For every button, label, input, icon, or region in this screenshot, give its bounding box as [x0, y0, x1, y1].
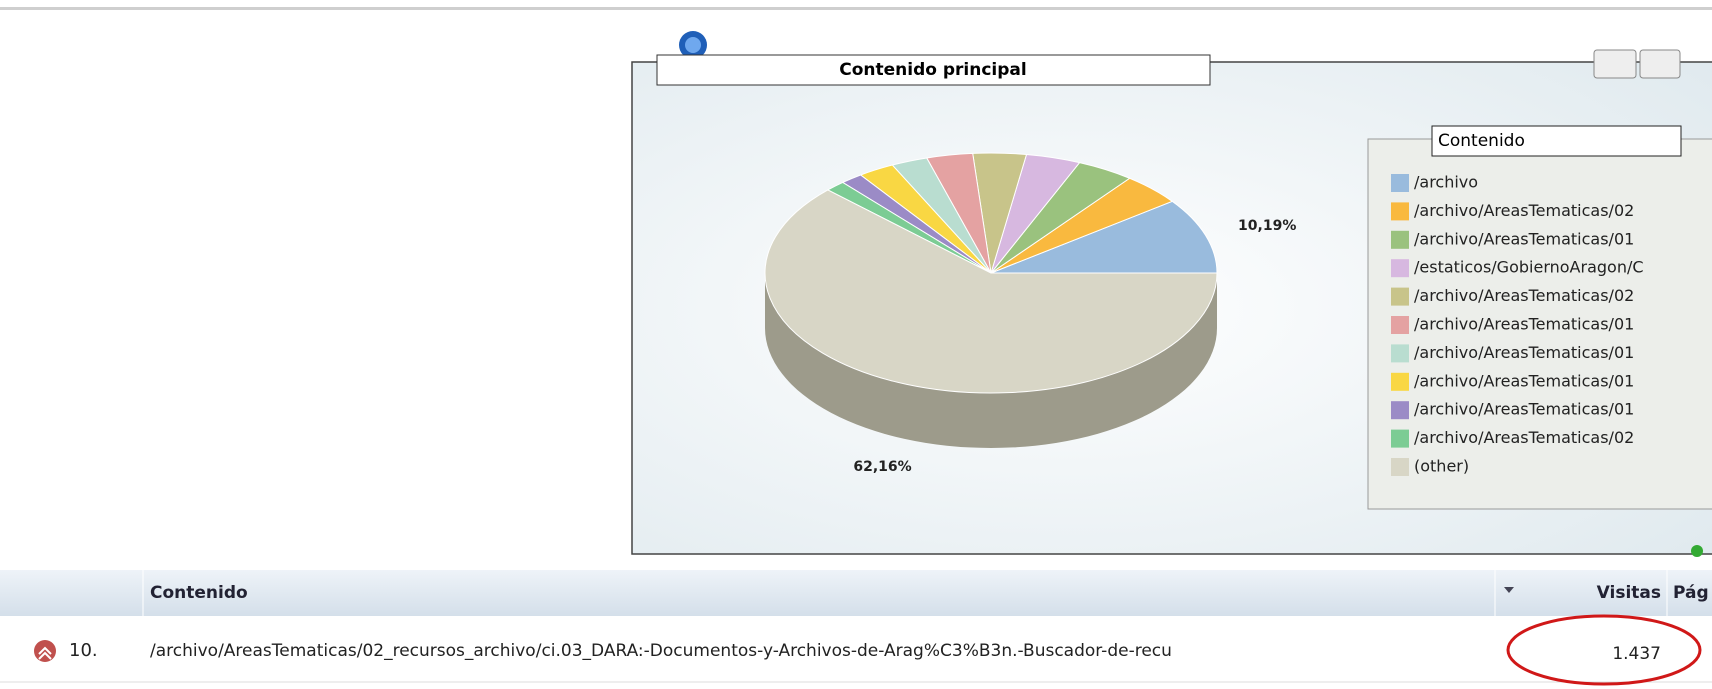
sort-arrow[interactable]: [1504, 587, 1514, 593]
legend-swatch: [1391, 458, 1409, 476]
legend-swatch: [1391, 401, 1409, 420]
legend-swatch: [1391, 316, 1409, 334]
highlight-ellipse: [1506, 614, 1702, 686]
table-row: [0, 620, 1712, 682]
legend-label: /archivo/AreasTematicas/01: [1414, 343, 1634, 362]
table-view-button[interactable]: [1639, 49, 1681, 79]
row-visitas: 1.437: [1612, 644, 1661, 664]
expand-icon[interactable]: [34, 640, 56, 662]
table-header: [0, 570, 1712, 616]
legend-swatch: [1391, 230, 1409, 249]
pie-side: [765, 273, 1217, 448]
chart-title: Contenido principal: [839, 60, 1026, 80]
legend-title: Contenido: [1438, 131, 1525, 151]
status-dot: [1691, 545, 1703, 557]
legend-label: /archivo/AreasTematicas/02: [1414, 286, 1634, 305]
pie-view-button[interactable]: [1593, 49, 1637, 79]
top-rule: [0, 7, 1712, 10]
legend-label: /archivo/AreasTematicas/02: [1414, 428, 1634, 447]
header-paginas[interactable]: Pág: [1673, 583, 1709, 603]
legend-swatch: [1391, 259, 1409, 278]
row-path[interactable]: /archivo/AreasTematicas/02_recursos_arch…: [150, 641, 1172, 661]
legend: /archivo/archivo/AreasTematicas/02/archi…: [1391, 173, 1644, 476]
data-label: 62,16%: [853, 459, 911, 475]
burst-icon: [679, 31, 707, 59]
header-contenido[interactable]: Contenido: [150, 583, 248, 603]
pie-slice: [990, 200, 1218, 274]
pie-slice: [764, 189, 1218, 394]
legend-swatch: [1391, 429, 1409, 448]
legend-title-box: [1431, 125, 1682, 157]
legend-label: /archivo/AreasTematicas/01: [1414, 315, 1634, 334]
title-box: [656, 54, 1211, 86]
legend-label: /archivo: [1414, 173, 1478, 192]
row-rank: 10.: [69, 640, 98, 661]
legend-swatch: [1391, 372, 1409, 391]
legend-swatch: [1391, 287, 1409, 306]
legend-box: [1367, 138, 1712, 510]
legend-label: (other): [1414, 457, 1469, 476]
legend-label: /archivo/AreasTematicas/02: [1414, 201, 1634, 220]
legend-swatch: [1391, 174, 1409, 192]
legend-label: /archivo/AreasTematicas/01: [1414, 229, 1634, 248]
header-visitas[interactable]: Visitas: [1597, 583, 1661, 603]
legend-swatch: [1391, 202, 1409, 221]
pie: 10,19% 62,16%: [764, 152, 1296, 475]
data-label: 10,19%: [1238, 218, 1296, 234]
legend-label: /archivo/AreasTematicas/01: [1414, 371, 1634, 390]
legend-label: /estaticos/GobiernoAragon/C: [1414, 258, 1644, 277]
legend-label: /archivo/AreasTematicas/01: [1414, 400, 1634, 419]
legend-swatch: [1391, 344, 1409, 363]
